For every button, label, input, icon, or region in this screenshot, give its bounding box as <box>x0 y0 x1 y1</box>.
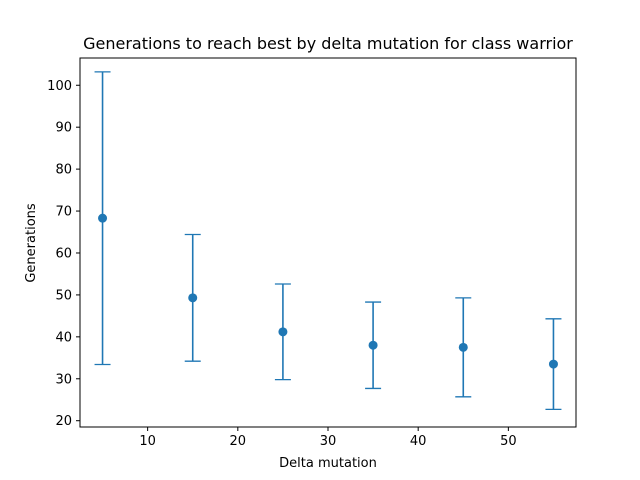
data-point <box>458 342 468 352</box>
chart-title: Generations to reach best by delta mutat… <box>83 34 573 53</box>
data-point <box>188 293 198 303</box>
data-point <box>548 359 558 369</box>
y-tick-label: 20 <box>55 414 72 429</box>
x-tick-label: 40 <box>410 434 427 449</box>
y-tick-label: 30 <box>55 372 72 387</box>
plot-frame <box>79 57 577 428</box>
y-tick-label: 40 <box>55 330 72 345</box>
y-tick-label: 60 <box>55 246 72 261</box>
x-tick-label: 10 <box>139 434 156 449</box>
data-point <box>278 327 288 337</box>
x-tick-label: 30 <box>320 434 337 449</box>
y-tick-label: 70 <box>55 205 72 220</box>
data-point <box>98 213 108 223</box>
x-axis: 10 20 30 40 50 <box>139 427 517 449</box>
data-point <box>368 340 378 350</box>
y-tick-label: 80 <box>55 163 72 178</box>
y-axis: 20 30 40 50 60 70 80 90 100 <box>47 79 80 429</box>
y-tick-label: 90 <box>55 121 72 136</box>
y-axis-label: Generations <box>24 203 39 283</box>
plot-area <box>80 58 576 427</box>
x-axis-label: Delta mutation <box>279 456 377 471</box>
y-tick-label: 50 <box>55 288 72 303</box>
y-tick-label: 100 <box>47 79 72 94</box>
x-tick-label: 20 <box>230 434 247 449</box>
data-point-series <box>98 213 558 369</box>
x-tick-label: 50 <box>500 434 517 449</box>
